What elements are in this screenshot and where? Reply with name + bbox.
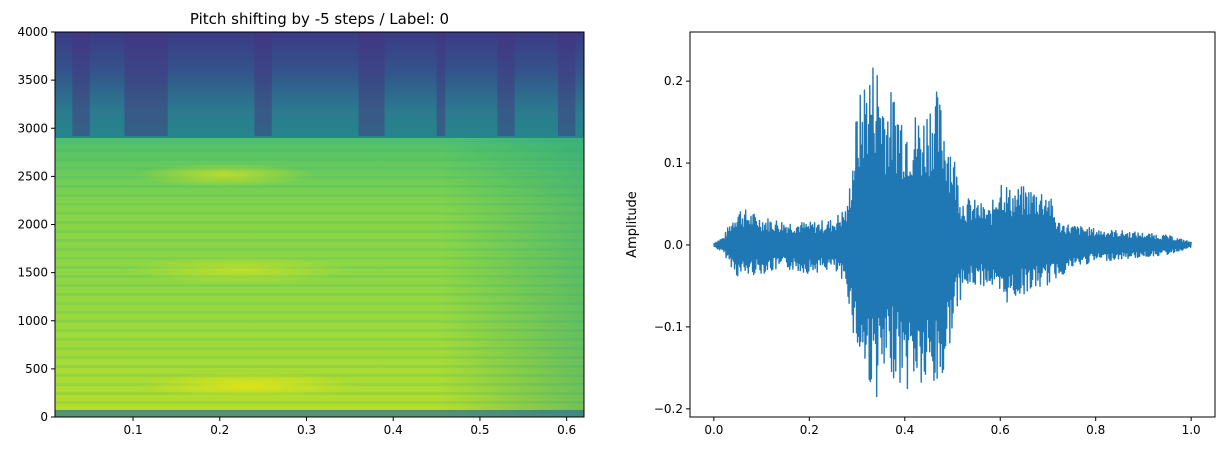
waveform-axes-frame <box>689 31 1216 418</box>
waveform-x-tick-label: 1.0 <box>1182 423 1201 437</box>
spectrogram-y-tick-label: 1000 <box>17 314 48 328</box>
waveform-x-tick-label: 0.4 <box>895 423 914 437</box>
spectrogram-x-tick-label: 0.3 <box>297 423 316 437</box>
spectrogram-y-tick-label: 2500 <box>17 169 48 183</box>
spectrogram-y-tick-label: 2000 <box>17 218 48 232</box>
spectrogram-image <box>55 32 584 417</box>
spectrogram-y-tick-label: 500 <box>25 362 48 376</box>
waveform-panel: 0.0 0.2 0.4 0.6 0.8 1.0 −0.2 −0.1 0.0 0.1 0.2 Amp… <box>625 31 1216 437</box>
waveform-x-ticks: 0.0 0.2 0.4 0.6 0.8 1.0 <box>704 417 1201 437</box>
spectrogram-y-tick-label: 1500 <box>17 266 48 280</box>
waveform-series-line <box>713 67 1192 398</box>
waveform-y-tick-label: 0.0 <box>664 238 683 252</box>
waveform-y-tick-label: −0.2 <box>654 402 683 416</box>
waveform-x-tick-label: 0.2 <box>800 423 819 437</box>
waveform-y-tick-label: 0.1 <box>664 156 683 170</box>
waveform-x-tick-label: 0.8 <box>1086 423 1105 437</box>
waveform-x-tick-label: 0.0 <box>704 423 723 437</box>
spectrogram-x-tick-label: 0.5 <box>470 423 489 437</box>
spectrogram-x-tick-label: 0.4 <box>384 423 403 437</box>
waveform-y-axis-label: Amplitude <box>625 191 640 258</box>
spectrogram-x-tick-label: 0.1 <box>124 423 143 437</box>
spectrogram-y-tick-label: 3500 <box>17 73 48 87</box>
spectrogram-x-tick-label: 0.6 <box>557 423 576 437</box>
spectrogram-y-tick-label: 0 <box>40 410 48 424</box>
spectrogram-y-tick-label: 4000 <box>17 25 48 39</box>
waveform-x-tick-label: 0.6 <box>991 423 1010 437</box>
waveform-y-tick-label: 0.2 <box>664 74 683 88</box>
spectrogram-x-ticks: 0.1 0.2 0.3 0.4 0.5 0.6 <box>124 417 576 437</box>
waveform-y-ticks: −0.2 −0.1 0.0 0.1 0.2 <box>654 74 690 416</box>
spectrogram-x-tick-label: 0.2 <box>210 423 229 437</box>
spectrogram-panel: Pitch shifting by -5 steps / Label: 0 0.… <box>17 10 585 437</box>
spectrogram-y-tick-label: 3000 <box>17 121 48 135</box>
spectrogram-y-ticks: 0 500 1000 1500 2000 2500 3000 3500 4000 <box>17 25 55 424</box>
spectrogram-title: Pitch shifting by -5 steps / Label: 0 <box>190 10 449 28</box>
waveform-y-tick-label: −0.1 <box>654 320 683 334</box>
